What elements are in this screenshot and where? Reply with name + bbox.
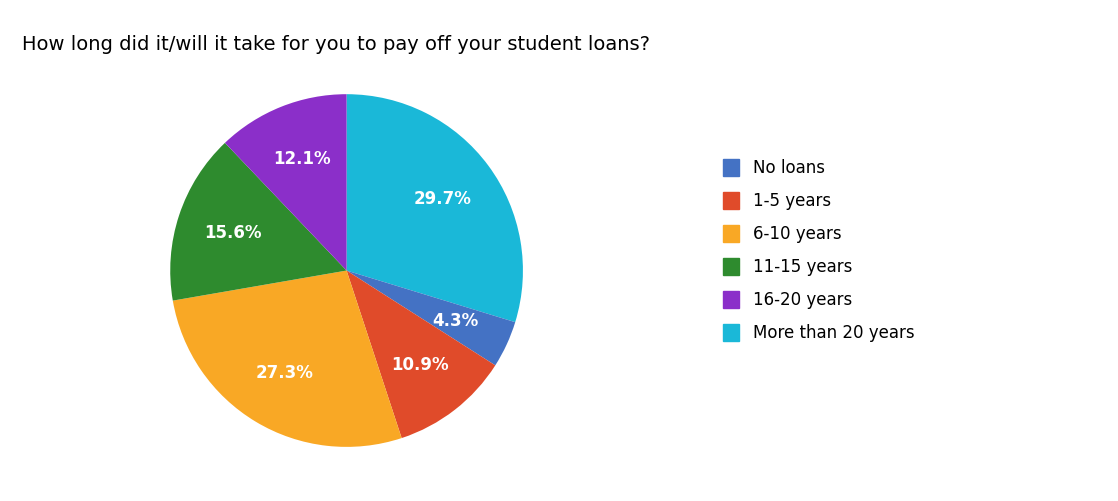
Text: 10.9%: 10.9% — [391, 356, 449, 374]
Text: 29.7%: 29.7% — [414, 190, 472, 208]
Text: How long did it/will it take for you to pay off your student loans?: How long did it/will it take for you to … — [22, 35, 651, 54]
Wedge shape — [347, 94, 523, 322]
Text: 27.3%: 27.3% — [256, 364, 314, 382]
Text: 12.1%: 12.1% — [273, 150, 331, 168]
Wedge shape — [170, 143, 347, 301]
Text: 4.3%: 4.3% — [433, 312, 479, 330]
Wedge shape — [347, 271, 495, 438]
Wedge shape — [347, 271, 515, 365]
Wedge shape — [225, 94, 347, 271]
Wedge shape — [173, 271, 401, 447]
Text: 15.6%: 15.6% — [203, 224, 262, 242]
Legend: No loans, 1-5 years, 6-10 years, 11-15 years, 16-20 years, More than 20 years: No loans, 1-5 years, 6-10 years, 11-15 y… — [722, 158, 915, 343]
